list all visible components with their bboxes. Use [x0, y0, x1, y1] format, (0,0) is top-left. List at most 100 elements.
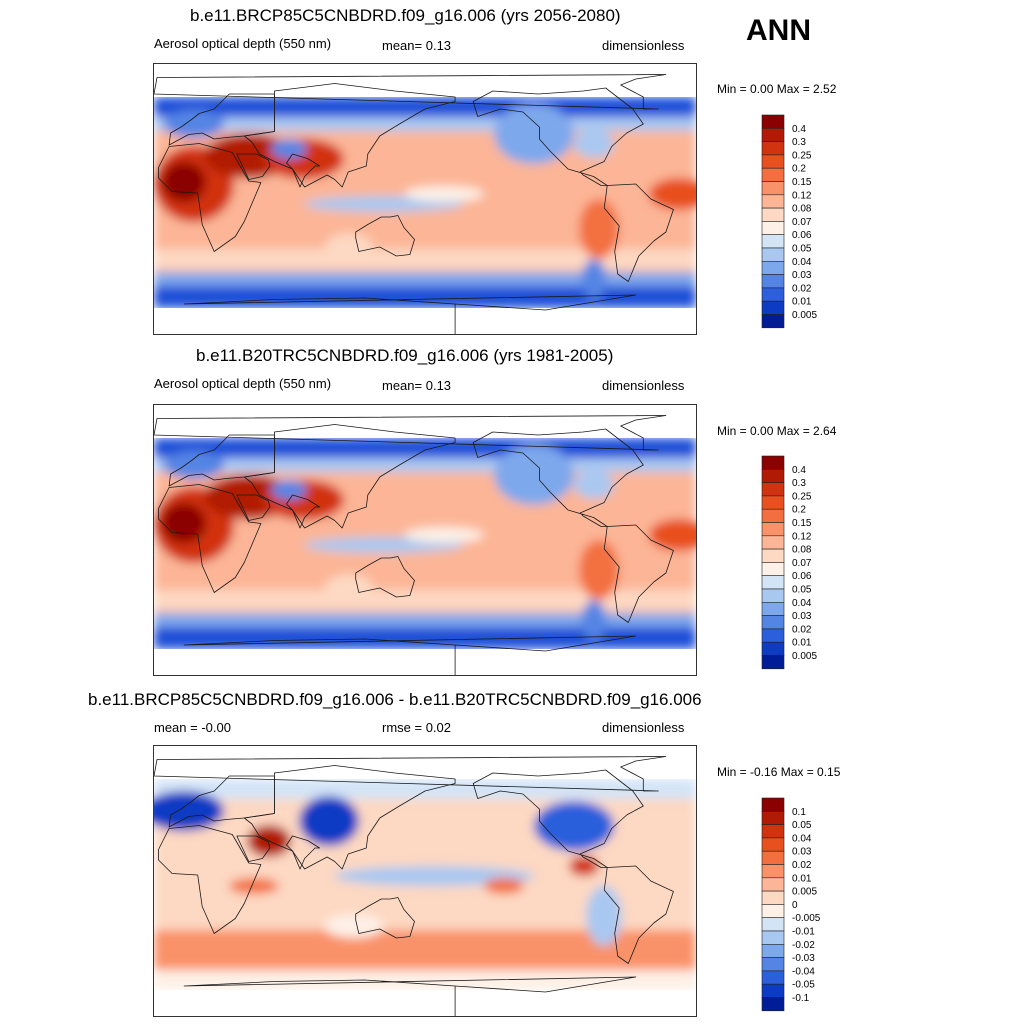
- colorbar-label: -0.05: [792, 980, 815, 991]
- panel1-mean: mean= 0.13: [382, 38, 452, 53]
- colorbar-label: 0.08: [792, 204, 812, 215]
- panel3-minmax: Min = -0.16 Max = 0.15: [717, 765, 841, 779]
- panel1-title: b.e11.BRCP85C5CNBDRD.f09_g16.006 (yrs 20…: [190, 6, 621, 25]
- colorbar-swatch: [761, 314, 785, 329]
- colorbar-label: 0.06: [792, 230, 812, 241]
- colorbar-label: 0.2: [792, 164, 806, 175]
- colorbar-label: 0.005: [792, 651, 817, 662]
- panel2-mean: mean= 0.13: [382, 378, 452, 393]
- colorbar-label: 0.03: [792, 270, 812, 281]
- colorbar-swatch: [761, 508, 785, 523]
- colorbar-label: 0.02: [792, 860, 812, 871]
- colorbar-swatch: [761, 983, 785, 998]
- colorbar-label: 0.3: [792, 137, 806, 148]
- colorbar-swatch: [761, 850, 785, 865]
- colorbar-swatch: [761, 261, 785, 275]
- colorbar-label: 0.005: [792, 887, 817, 898]
- colorbar-swatch: [761, 114, 785, 129]
- colorbar-label: 0.01: [792, 297, 812, 308]
- colorbar-swatch: [761, 535, 785, 550]
- colorbar-swatch: [761, 641, 785, 656]
- panel2-minmax: Min = 0.00 Max = 2.64: [717, 424, 837, 438]
- colorbar-swatch: [761, 917, 785, 932]
- colorbar-label: 0.07: [792, 217, 812, 228]
- colorbar-swatch: [761, 615, 785, 630]
- panel1-colorbar: 0.4 0.3 0.25 0.2 0.15 0.12 0.08 0.07 0.06 0.05 0.0…: [761, 114, 842, 330]
- colorbar-label: 0.03: [792, 611, 812, 622]
- colorbar-swatch: [761, 628, 785, 643]
- colorbar-label: 0.08: [792, 545, 812, 556]
- colorbar-swatch: [761, 194, 785, 209]
- panel1-minmax: Min = 0.00 Max = 2.52: [717, 82, 837, 96]
- panel2-map: [153, 404, 697, 676]
- colorbar-swatch: [761, 221, 785, 236]
- colorbar-label: 0.12: [792, 531, 812, 542]
- colorbar-swatch: [761, 562, 785, 577]
- colorbar-swatch: [761, 957, 785, 972]
- colorbar-label: -0.04: [792, 966, 815, 977]
- colorbar-label: 0.25: [792, 491, 812, 502]
- colorbar-label: 0.02: [792, 283, 812, 294]
- panel2-title: b.e11.B20TRC5CNBDRD.f09_g16.006 (yrs 198…: [196, 346, 614, 365]
- colorbar-label: 0.03: [792, 847, 812, 858]
- season-label: ANN: [746, 14, 811, 47]
- colorbar-swatch: [761, 469, 785, 483]
- colorbar-label: 0.25: [792, 150, 812, 161]
- panel2-variable-label: Aerosol optical depth (550 nm): [154, 376, 332, 391]
- panel1-map: [153, 63, 697, 335]
- panel3-title: b.e11.BRCP85C5CNBDRD.f09_g16.006 - b.e11…: [88, 690, 702, 709]
- colorbar-swatch: [761, 141, 785, 156]
- colorbar-swatch: [761, 997, 785, 1012]
- colorbar-label: 0.04: [792, 833, 812, 844]
- colorbar-swatch: [761, 495, 785, 510]
- panel3-units: dimensionless: [602, 720, 685, 735]
- colorbar-swatch: [761, 247, 785, 262]
- colorbar-label: 0.15: [792, 177, 812, 188]
- colorbar-swatch: [761, 837, 785, 852]
- colorbar-swatch: [761, 890, 785, 905]
- panel1-units: dimensionless: [602, 38, 685, 53]
- colorbar-swatch: [761, 181, 785, 196]
- panel1-variable-label: Aerosol optical depth (550 nm): [154, 36, 332, 51]
- colorbar-label: 0: [792, 900, 798, 911]
- colorbar-label: 0.4: [792, 465, 806, 476]
- panel2-colorbar: 0.4 0.3 0.25 0.2 0.15 0.12 0.08 0.07 0.06 0.05 0.0…: [761, 455, 842, 671]
- colorbar-swatch: [761, 287, 785, 302]
- colorbar-label: 0.3: [792, 478, 806, 489]
- colorbar-label: 0.15: [792, 518, 812, 529]
- colorbar-swatch: [761, 944, 785, 958]
- colorbar-swatch: [761, 588, 785, 603]
- colorbar-label: 0.04: [792, 257, 812, 268]
- colorbar-swatch: [761, 797, 785, 812]
- colorbar-label: 0.2: [792, 505, 806, 516]
- colorbar-swatch: [761, 930, 785, 945]
- colorbar-label: 0.01: [792, 638, 812, 649]
- colorbar-swatch: [761, 455, 785, 470]
- colorbar-label: -0.03: [792, 953, 815, 964]
- colorbar-swatch: [761, 655, 785, 670]
- panel2-units: dimensionless: [602, 378, 685, 393]
- colorbar-label: 0.4: [792, 124, 806, 135]
- colorbar-swatch: [761, 300, 785, 315]
- colorbar-swatch: [761, 904, 785, 919]
- colorbar-swatch: [761, 274, 785, 289]
- colorbar-swatch: [761, 167, 785, 182]
- colorbar-swatch: [761, 970, 785, 985]
- colorbar-label: -0.02: [792, 940, 815, 951]
- colorbar-label: 0.06: [792, 571, 812, 582]
- colorbar-swatch: [761, 207, 785, 222]
- colorbar-swatch: [761, 522, 785, 537]
- colorbar-label: 0.04: [792, 598, 812, 609]
- colorbar-label: -0.01: [792, 927, 815, 938]
- panel3-rmse: rmse = 0.02: [382, 720, 452, 735]
- colorbar-swatch: [761, 602, 785, 616]
- colorbar-label: 0.05: [792, 244, 812, 255]
- colorbar-swatch: [761, 234, 785, 249]
- colorbar-swatch: [761, 482, 785, 497]
- colorbar-label: 0.12: [792, 190, 812, 201]
- colorbar-label: -0.1: [792, 993, 810, 1004]
- colorbar-label: 0.07: [792, 558, 812, 569]
- panel3-mean: mean = -0.00: [154, 720, 231, 735]
- colorbar-swatch: [761, 811, 785, 825]
- colorbar-swatch: [761, 824, 785, 839]
